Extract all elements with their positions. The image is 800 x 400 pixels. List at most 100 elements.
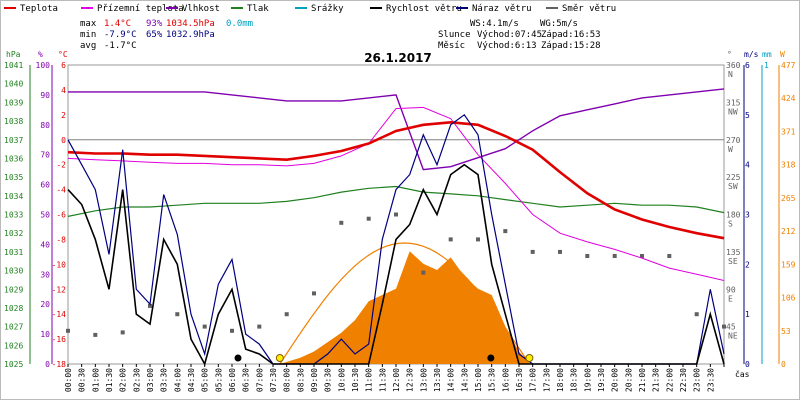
x-tick-label: 16:30 [515,368,524,392]
wind-direction-point [148,303,152,308]
x-tick-label: 09:00 [310,368,319,392]
x-tick-label: 22:30 [679,368,688,392]
x-tick-label: 23:00 [693,368,702,392]
wind-direction-point [421,270,426,275]
legend-label: Teplota [20,4,58,14]
stats-max-temp: 1.4°C [104,19,131,29]
direction-label: W [728,145,733,154]
wind-direction-point [93,332,98,337]
x-tick-label: 17:30 [542,368,551,392]
x-tick-label: 21:30 [652,368,661,392]
x-tick-label: 11:00 [365,368,374,392]
wind-tick: 6 [745,61,750,70]
x-tick-label: 04:00 [173,368,182,392]
pressure-tick: 1039 [4,98,23,107]
moonset-icon [487,354,495,362]
wind-direction-point [230,328,234,333]
direction-label: S [728,220,733,229]
direction-label: N [728,70,733,79]
pressure-tick: 1026 [4,341,23,350]
pressure-tick: 1036 [4,154,23,163]
x-tick-label: 06:30 [242,368,251,392]
solar-tick: 159 [781,260,796,269]
stats-avg-label: avg [80,41,96,51]
wind-direction-point [530,249,535,254]
legend-label: Srážky [311,4,344,14]
direction-tick: 180 [726,211,741,220]
x-tick-label: 11:30 [378,368,387,392]
series-humidity [68,88,725,171]
legend-label: Vlhkost [182,4,220,14]
solar-theoretical-curve [279,242,530,365]
solar-tick: 265 [781,194,796,203]
legend-label: Přízemní teplota [97,4,184,14]
stats-min-press: 1032.9hPa [166,30,215,40]
humidity-tick: 70 [40,151,50,160]
wind-direction-point [640,254,644,258]
unit-deg: ° [727,50,732,59]
wind-direction-point [476,237,480,242]
temp-tick: 4 [61,86,66,95]
pressure-tick: 1038 [4,117,23,126]
wind-direction-point [257,324,262,329]
x-tick-label: 16:00 [501,368,510,392]
direction-tick: 90 [726,285,736,294]
legend-label: Směr větru [562,4,616,14]
direction-tick: 135 [726,248,741,257]
wind-direction-point [722,324,726,329]
wind-direction-point [394,212,398,217]
x-tick-label: 01:30 [105,368,114,392]
wind-direction-point [312,291,316,296]
stats-avg-temp: -1.7°C [104,41,137,51]
series [66,88,726,367]
temp-tick: -18 [52,360,67,369]
wind-direction-point [366,216,371,221]
x-tick-label: 05:30 [214,368,223,392]
direction-tick: 360 [726,61,741,70]
x-tick-label: 07:30 [269,368,278,392]
humidity-tick: 100 [36,61,51,70]
x-tick-label: 21:00 [638,368,647,392]
humidity-tick: 80 [40,121,50,130]
pressure-tick: 1035 [4,173,23,182]
sun-rise: Východ:07:45 [477,30,542,40]
series-ground-temperature [67,106,725,281]
sunrise-icon [275,354,284,362]
wind-ws: WS:4.1m/s [470,19,519,29]
solar-tick: 0 [781,360,786,369]
wind-tick: 4 [745,161,750,170]
wind-tick: 1 [745,310,750,319]
wind-tick: 5 [745,111,750,120]
solar-tick: 477 [781,61,796,70]
pressure-tick: 1030 [4,267,23,276]
stats-min-hum: 65% [146,30,163,40]
wind-direction-point [448,237,453,242]
legend-label: Náraz větru [472,4,532,14]
axes: 1041104010391038103710361035103410331032… [4,61,796,369]
x-tick-label: 04:30 [187,368,196,392]
humidity-tick: 30 [40,270,50,279]
x-tick-label: 14:30 [460,368,469,392]
pressure-tick: 1028 [4,304,23,313]
temp-tick: 0 [61,136,66,145]
x-tick-label: 00:30 [78,368,87,392]
stats-max-label: max [80,19,97,29]
stats-max-press: 1034.5hPa [166,19,215,29]
wind-direction-point [202,324,207,329]
wind-direction-point [585,254,590,258]
wind-direction-point [667,254,672,258]
pressure-tick: 1032 [4,229,23,238]
stats-min-label: min [80,30,96,40]
unit-ms: m/s [744,50,759,59]
pressure-tick: 1040 [4,80,23,89]
wind-direction-point [339,220,344,225]
wind-tick: 2 [745,260,750,269]
pressure-tick: 1029 [4,285,23,294]
stats-min-temp: -7.9°C [104,30,137,40]
direction-label: E [728,294,733,303]
temp-tick: -14 [52,310,67,319]
moonrise-icon [234,354,242,362]
stats-block: max 1.4°C 93% 1034.5hPa 0.0mm min -7.9°C… [80,19,253,51]
legend-label: Tlak [247,4,269,14]
